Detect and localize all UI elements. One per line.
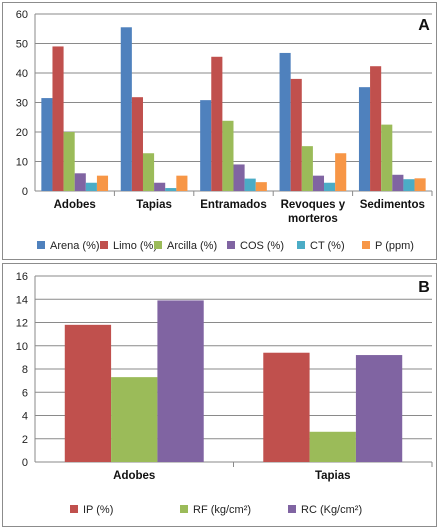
y-tick-label: 10 bbox=[16, 157, 28, 169]
legend-swatch bbox=[297, 241, 305, 249]
bar bbox=[290, 78, 302, 191]
y-tick-label: 0 bbox=[22, 457, 28, 469]
bar bbox=[381, 124, 393, 191]
y-tick-label: 50 bbox=[16, 39, 28, 51]
bar bbox=[52, 46, 64, 192]
bar bbox=[63, 132, 75, 191]
y-tick-label: 20 bbox=[16, 127, 28, 139]
x-category-label: morteros bbox=[288, 213, 338, 225]
y-tick-label: 0 bbox=[22, 186, 28, 198]
legend-label: CT (%) bbox=[310, 240, 345, 252]
bar bbox=[222, 120, 234, 191]
x-category-label: Adobes bbox=[113, 470, 155, 482]
legend-label: RC (Kg/cm²) bbox=[301, 504, 362, 516]
chart-panel-a: 0 10 20 30 40 50 60 Adobes Tapias Entramados Revoq… bbox=[2, 2, 437, 260]
panel-tag: B bbox=[418, 279, 430, 296]
legend-swatch bbox=[70, 505, 78, 513]
legend-swatch bbox=[180, 505, 188, 513]
legend-swatch bbox=[362, 241, 370, 249]
bar bbox=[165, 188, 177, 191]
chart-a-svg: 0 10 20 30 40 50 60 Adobes Tapias Entramados Revoq… bbox=[16, 9, 433, 252]
y-tick-label: 14 bbox=[16, 294, 28, 306]
bar bbox=[309, 431, 356, 462]
bar bbox=[120, 27, 132, 192]
bar bbox=[157, 300, 204, 462]
bar bbox=[355, 355, 403, 462]
y-tick-label: 40 bbox=[16, 68, 28, 80]
x-category-label: Revoques y bbox=[281, 199, 346, 211]
legend-label: COS (%) bbox=[240, 240, 284, 252]
y-tick-label: 4 bbox=[22, 411, 28, 423]
bar bbox=[41, 98, 53, 191]
y-tick-label: 16 bbox=[16, 271, 28, 283]
y-tick-label: 30 bbox=[16, 98, 28, 110]
x-category-label: Entramados bbox=[200, 199, 266, 211]
legend-label: Arena (%) bbox=[50, 240, 100, 252]
legend-swatch bbox=[288, 505, 296, 513]
chart-b-svg: 0 2 4 6 8 10 12 14 16 Adobes Tapias B IP (%) RF (kg/c… bbox=[16, 271, 433, 516]
bar bbox=[335, 153, 347, 191]
x-category-label: Sedimentos bbox=[360, 199, 425, 211]
x-category-label: Tapias bbox=[136, 199, 172, 211]
bar bbox=[176, 175, 188, 191]
bar bbox=[131, 97, 143, 191]
bar bbox=[96, 175, 109, 191]
bar bbox=[211, 56, 223, 192]
y-tick-label: 12 bbox=[16, 318, 28, 330]
y-tick-label: 60 bbox=[16, 9, 28, 21]
y-tick-label: 10 bbox=[16, 341, 28, 353]
bar bbox=[414, 178, 426, 191]
panel-tag: A bbox=[418, 17, 430, 34]
legend-swatch bbox=[100, 241, 108, 249]
bar bbox=[200, 100, 212, 191]
bar bbox=[279, 52, 291, 191]
legend-label: Arcilla (%) bbox=[167, 240, 217, 252]
bar bbox=[370, 66, 382, 191]
bar bbox=[324, 182, 336, 191]
bar bbox=[154, 182, 166, 191]
legend-swatch bbox=[37, 241, 45, 249]
bar bbox=[111, 377, 158, 462]
bar bbox=[64, 324, 112, 462]
bar bbox=[142, 153, 155, 191]
legend-swatch bbox=[227, 241, 235, 249]
bar bbox=[244, 178, 256, 191]
bar bbox=[233, 164, 245, 191]
chart-panel-b: 0 2 4 6 8 10 12 14 16 Adobes Tapias B IP (%) RF (kg/c… bbox=[2, 263, 437, 527]
legend-swatch bbox=[154, 241, 162, 249]
y-tick-label: 2 bbox=[22, 434, 28, 446]
bar bbox=[301, 146, 313, 191]
legend-label: RF (kg/cm²) bbox=[193, 504, 251, 516]
bar bbox=[403, 179, 415, 191]
legend-label: IP (%) bbox=[83, 504, 113, 516]
x-category-label: Adobes bbox=[54, 199, 96, 211]
y-tick-label: 6 bbox=[22, 387, 28, 399]
legend-label: P (ppm) bbox=[375, 240, 414, 252]
bar bbox=[85, 182, 97, 191]
bar bbox=[255, 182, 267, 191]
bar bbox=[358, 87, 371, 191]
y-tick-label: 8 bbox=[22, 364, 28, 376]
bar bbox=[392, 174, 404, 191]
bar bbox=[263, 352, 310, 462]
x-category-label: Tapias bbox=[315, 470, 351, 482]
bar bbox=[74, 173, 86, 191]
legend-label: Limo (%) bbox=[113, 240, 157, 252]
bar bbox=[312, 175, 325, 191]
